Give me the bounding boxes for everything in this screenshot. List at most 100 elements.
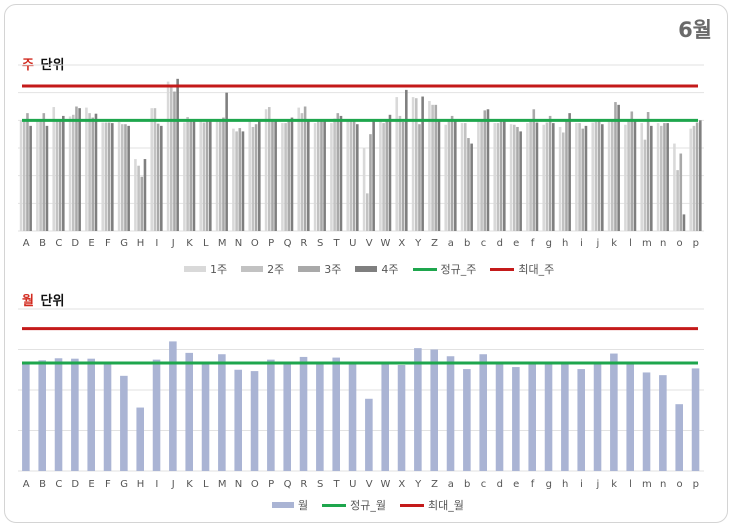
bar-0-0-D — [68, 116, 72, 231]
bar-0-0-n — [656, 123, 660, 231]
x-tick-label-1-F: F — [105, 479, 111, 490]
bar-0-2-c — [483, 110, 487, 231]
bar-0-0-X — [395, 97, 399, 231]
bar-0-0-R — [297, 107, 301, 231]
x-tick-label-1-B: B — [39, 479, 46, 490]
x-tick-label-0-h: h — [562, 238, 568, 249]
bar-0-1-a — [447, 121, 451, 231]
bar-1-0-F — [103, 362, 112, 471]
bar-0-3-m — [650, 125, 653, 231]
bar-0-0-b — [460, 123, 464, 231]
x-tick-label-1-V: V — [366, 479, 373, 490]
x-tick-label-0-O: O — [251, 238, 259, 249]
bar-0-2-I — [156, 123, 160, 231]
x-tick-label-0-b: b — [464, 238, 470, 249]
bar-0-2-p — [695, 122, 699, 231]
bar-1-0-d — [495, 362, 504, 471]
legend-item-week3: 3주 — [298, 261, 341, 277]
bar-0-1-T — [333, 118, 336, 231]
x-tick-label-1-Z: Z — [431, 479, 438, 490]
x-tick-label-0-Q: Q — [284, 238, 292, 249]
x-tick-label-0-f: f — [531, 238, 535, 249]
bar-0-2-E — [91, 117, 95, 231]
bar-1-0-B — [38, 360, 46, 471]
x-tick-label-0-G: G — [120, 238, 128, 249]
bar-0-2-V — [369, 134, 372, 231]
bar-0-2-b — [467, 138, 470, 231]
bar-0-0-H — [134, 159, 137, 231]
bar-1-0-P — [267, 359, 275, 472]
x-tick-label-1-O: O — [251, 479, 259, 490]
x-tick-label-1-A: A — [23, 479, 30, 490]
bar-0-3-S — [323, 120, 326, 231]
bar-0-0-o — [673, 143, 676, 231]
bar-0-1-H — [137, 165, 140, 231]
monthly-title-rest: 단위 — [35, 294, 65, 309]
x-tick-label-0-H: H — [137, 238, 145, 249]
bar-0-2-U — [352, 120, 356, 231]
bar-0-1-n — [659, 125, 663, 231]
bar-1-0-T — [332, 357, 340, 471]
x-tick-label-1-R: R — [300, 479, 307, 490]
bar-0-0-i — [575, 123, 578, 231]
bar-0-3-n — [666, 123, 669, 231]
bar-0-2-M — [222, 117, 225, 231]
x-tick-label-0-E: E — [88, 238, 94, 249]
bar-1-0-Z — [430, 349, 438, 471]
bar-0-1-S — [316, 121, 320, 231]
bar-0-1-R — [300, 113, 304, 231]
bar-0-0-J — [166, 81, 170, 231]
x-tick-label-0-T: T — [332, 238, 340, 249]
bar-0-1-U — [349, 121, 353, 231]
x-tick-label-1-K: K — [186, 479, 193, 490]
x-tick-label-1-W: W — [381, 479, 391, 490]
bar-0-1-e — [512, 124, 516, 231]
bar-0-3-a — [454, 121, 457, 231]
bar-0-3-P — [274, 120, 277, 231]
bar-0-1-Q — [284, 123, 287, 231]
x-tick-label-1-o: o — [676, 479, 682, 490]
legend-swatch-max-month — [400, 503, 424, 507]
bar-0-0-Q — [281, 123, 284, 231]
bar-0-1-p — [692, 125, 696, 231]
x-tick-label-0-R: R — [300, 238, 307, 249]
bar-0-3-p — [699, 120, 702, 231]
bar-0-3-i — [584, 125, 588, 231]
x-tick-label-1-p: p — [693, 479, 699, 490]
x-tick-label-0-U: U — [349, 238, 356, 249]
bar-0-1-E — [88, 113, 91, 231]
bar-0-0-M — [215, 120, 219, 231]
bar-0-2-n — [663, 123, 666, 231]
bar-1-0-o — [675, 404, 683, 471]
bar-0-3-M — [225, 92, 228, 231]
bar-0-3-G — [127, 125, 130, 231]
bar-0-2-S — [320, 120, 323, 231]
bar-0-3-J — [176, 78, 179, 231]
bar-0-0-C — [52, 107, 56, 231]
bar-0-0-h — [558, 126, 562, 231]
bar-0-1-O — [251, 126, 255, 231]
bar-0-2-Y — [418, 124, 421, 231]
weekly-legend: 1주 2주 3주 4주 정규_주 최대_주 — [184, 261, 554, 277]
bar-0-2-l — [630, 111, 634, 231]
bar-0-2-k — [614, 102, 617, 231]
bar-1-0-c — [479, 354, 487, 471]
bar-0-0-g — [542, 124, 546, 231]
bar-1-0-N — [234, 369, 242, 471]
bar-0-0-U — [346, 121, 350, 231]
bar-0-2-W — [385, 120, 389, 231]
legend-item-max-month: 최대_월 — [400, 497, 464, 513]
bar-1-0-k — [610, 353, 618, 471]
bar-0-0-N — [232, 128, 235, 231]
bar-0-3-l — [633, 120, 637, 231]
bar-0-3-C — [62, 115, 65, 231]
bar-0-1-c — [480, 119, 483, 231]
bar-1-0-K — [185, 352, 193, 472]
bar-0-0-L — [199, 121, 203, 231]
bar-0-3-d — [503, 121, 506, 231]
bar-0-2-g — [548, 115, 552, 231]
bar-0-3-c — [486, 109, 490, 231]
bar-0-2-H — [140, 176, 144, 231]
legend-swatch-week2 — [241, 266, 264, 272]
